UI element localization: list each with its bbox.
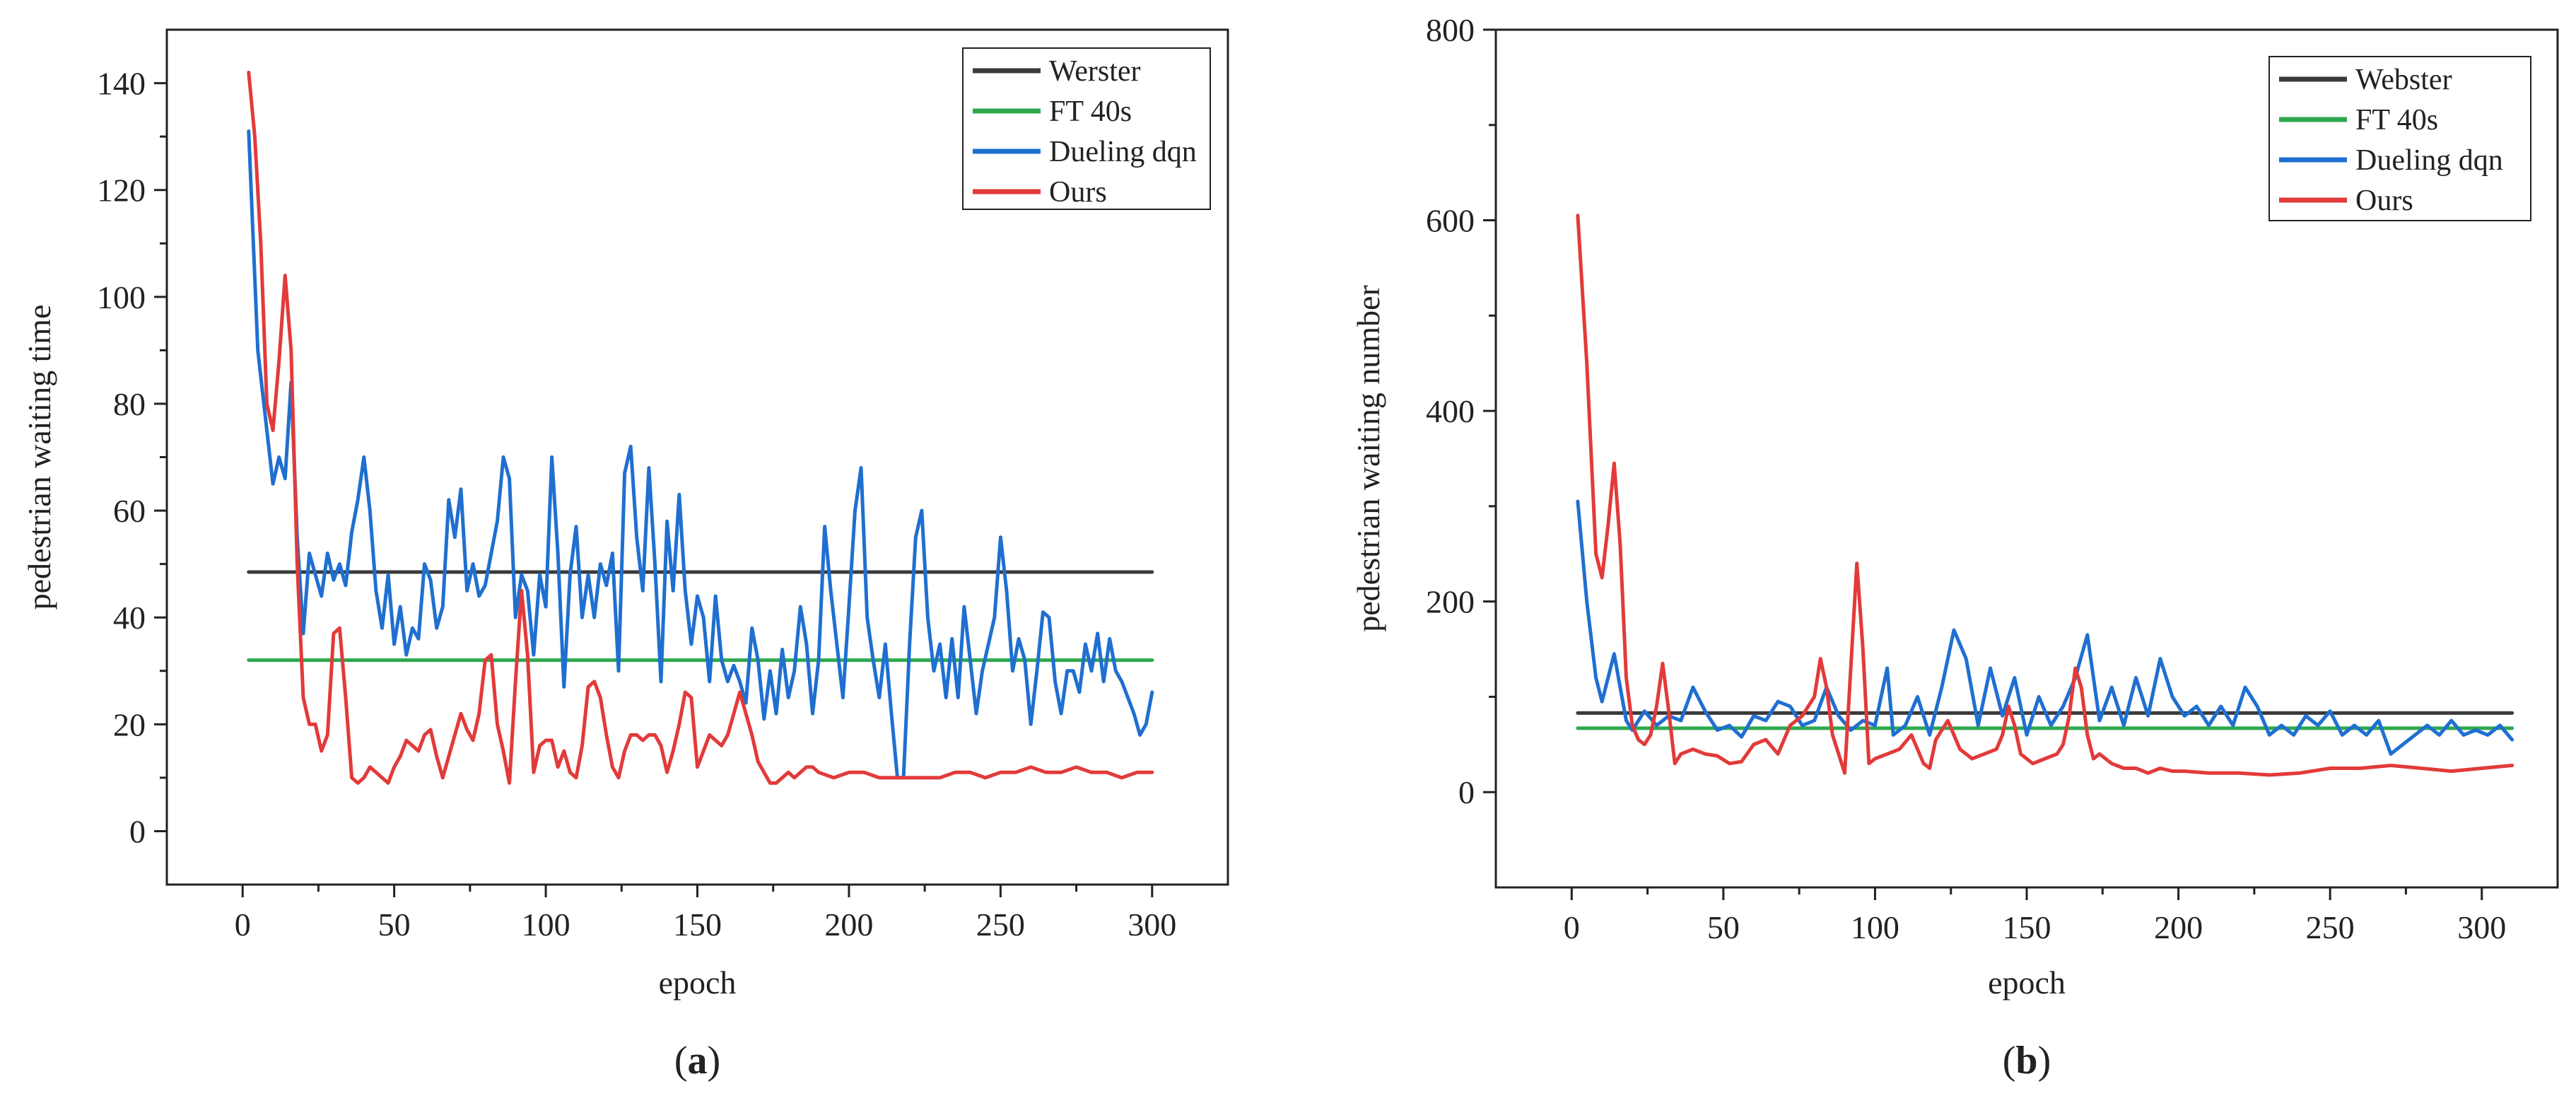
series-line-ours — [1576, 214, 2514, 777]
y-tick-label: 60 — [113, 493, 146, 529]
chart-panel-a: 0 50 100 150 200 250 300 0 20 40 60 80 100 120 140 epoc… — [21, 28, 1229, 1083]
legend-entry: Werster — [1049, 55, 1141, 88]
x-tick-label: 0 — [235, 906, 251, 943]
legend-entry: Dueling dqn — [1049, 136, 1197, 168]
x-tick-label: 200 — [824, 906, 873, 943]
y-tick-label: 80 — [113, 386, 146, 422]
chart-panel-b: 0 50 100 150 200 250 300 0 200 400 600 800 epoch pede… — [1350, 12, 2559, 1083]
x-tick-label: 0 — [1564, 909, 1580, 945]
legend-entry: Dueling dqn — [2355, 144, 2503, 177]
x-tick-label: 100 — [1851, 909, 1899, 945]
x-tick-label: 300 — [1128, 906, 1176, 943]
x-axis-label: epoch — [1988, 964, 2066, 1001]
y-tick-label: 400 — [1426, 393, 1475, 429]
series-line-dueling-dqn — [1576, 499, 2514, 756]
x-tick-label: 250 — [2306, 909, 2355, 945]
legend-entry: FT 40s — [1049, 95, 1132, 128]
panel-label-letter: a — [688, 1039, 708, 1083]
series-line-dueling-dqn — [247, 129, 1154, 780]
x-tick-label: 50 — [1707, 909, 1740, 945]
x-tick-label: 250 — [976, 906, 1025, 943]
y-tick-label: 100 — [97, 279, 146, 315]
legend-entry: Webster — [2355, 64, 2452, 96]
panel-label: (a) — [674, 1039, 720, 1083]
y-tick-label: 800 — [1426, 12, 1475, 48]
panel-label: (b) — [2003, 1039, 2051, 1083]
panel-label-letter: b — [2015, 1039, 2037, 1083]
series-group — [247, 71, 1154, 785]
y-tick-label: 40 — [113, 600, 146, 636]
x-tick-label: 150 — [673, 906, 722, 943]
x-tick-label: 50 — [378, 906, 411, 943]
series-line-ours — [247, 71, 1154, 785]
y-axis-label: pedestrian waiting time — [21, 305, 57, 610]
y-tick-label: 20 — [113, 706, 146, 742]
series-group — [1576, 214, 2514, 777]
y-tick-label: 0 — [1458, 774, 1475, 810]
y-tick-label: 140 — [97, 66, 146, 102]
x-tick-label: 100 — [522, 906, 570, 943]
legend-entry: FT 40s — [2355, 104, 2438, 136]
x-tick-label: 200 — [2154, 909, 2203, 945]
y-tick-label: 600 — [1426, 203, 1475, 239]
y-axis-label: pedestrian waiting number — [1350, 285, 1386, 632]
legend-box — [2268, 56, 2531, 221]
y-tick-label: 200 — [1426, 584, 1475, 620]
x-tick-label: 300 — [2457, 909, 2506, 945]
x-axis-label: epoch — [659, 964, 737, 1001]
legend-box — [962, 47, 1211, 210]
y-tick-label: 0 — [129, 813, 146, 849]
legend-entry: Ours — [2355, 185, 2413, 217]
y-tick-label: 120 — [97, 173, 146, 209]
x-tick-label: 150 — [2003, 909, 2051, 945]
legend-entry: Ours — [1049, 176, 1107, 209]
